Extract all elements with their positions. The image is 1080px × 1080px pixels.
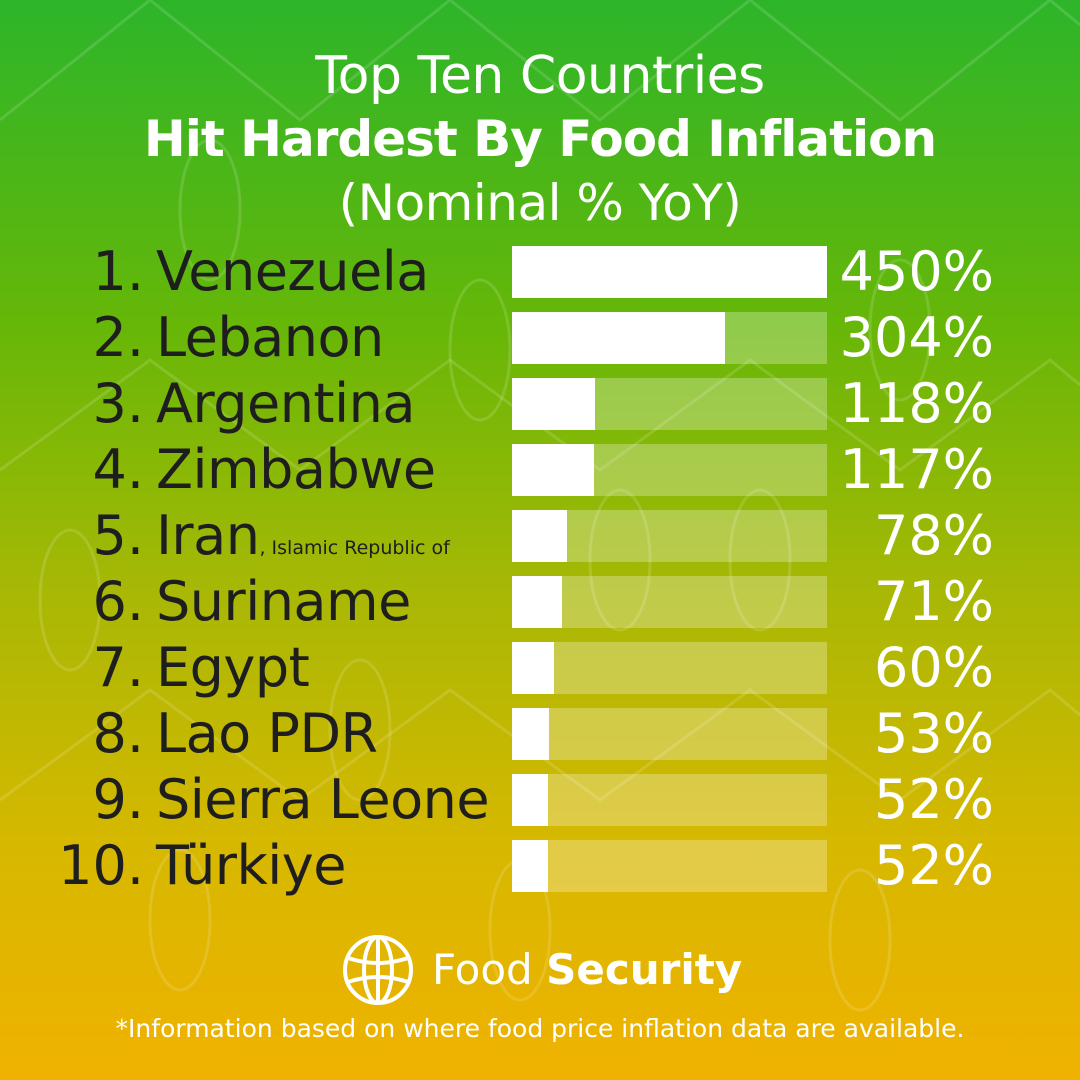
value-label: 78% xyxy=(873,504,994,567)
bar-track xyxy=(512,378,827,430)
bar xyxy=(512,774,548,826)
rank-label: 4. xyxy=(92,438,144,501)
globe-icon xyxy=(343,935,413,1005)
brand-name: Food Security xyxy=(432,942,742,998)
brand-name-light: Food xyxy=(432,945,533,994)
bar xyxy=(512,312,725,364)
country-name: Argentina xyxy=(156,372,415,435)
bar-track xyxy=(512,774,827,826)
country-name: Venezuela xyxy=(156,240,429,303)
brand-name-bold: Security xyxy=(546,945,743,994)
bar xyxy=(512,444,594,496)
country-name: Suriname xyxy=(156,570,411,633)
bar-track xyxy=(512,444,827,496)
chart-subtitle: (Nominal % YoY) xyxy=(338,174,742,232)
chart-title-line-2: Hit Hardest By Food Inflation xyxy=(143,110,937,168)
value-label: 53% xyxy=(873,702,994,765)
rank-label: 10. xyxy=(58,834,144,897)
rank-label: 5. xyxy=(92,504,144,567)
bar-row: 7. Egypt 60% xyxy=(0,638,1080,698)
bar-track xyxy=(512,246,827,298)
value-label: 60% xyxy=(873,636,994,699)
country-name-suffix: , Islamic Republic of xyxy=(259,537,450,559)
bar-track xyxy=(512,576,827,628)
bar-row: 5. Iran, Islamic Republic of 78% xyxy=(0,506,1080,566)
value-label: 117% xyxy=(839,438,994,501)
country-label: Zimbabwe xyxy=(156,440,436,500)
bar-row: 10. Türkiye 52% xyxy=(0,836,1080,896)
country-name: Zimbabwe xyxy=(156,438,436,501)
value-label: 52% xyxy=(873,768,994,831)
rank-label: 8. xyxy=(92,702,144,765)
bar-track xyxy=(512,642,827,694)
bar-track xyxy=(512,708,827,760)
value-label: 304% xyxy=(839,306,994,369)
value-label: 52% xyxy=(873,834,994,897)
footnote: *Information based on where food price i… xyxy=(115,1014,965,1043)
country-name: Egypt xyxy=(156,636,310,699)
bar-row: 3. Argentina 118% xyxy=(0,374,1080,434)
bar xyxy=(512,246,827,298)
bar-track xyxy=(512,510,827,562)
bar xyxy=(512,840,548,892)
rank-label: 2. xyxy=(92,306,144,369)
country-name: Türkiye xyxy=(156,834,346,897)
bar-row: 1. Venezuela 450% xyxy=(0,242,1080,302)
bar xyxy=(512,708,549,760)
rank-label: 3. xyxy=(92,372,144,435)
bar xyxy=(512,576,562,628)
rank-label: 6. xyxy=(92,570,144,633)
bar xyxy=(512,378,595,430)
country-label: Iran, Islamic Republic of xyxy=(156,506,450,578)
country-name: Sierra Leone xyxy=(156,768,490,831)
country-label: Lao PDR xyxy=(156,704,378,764)
country-label: Sierra Leone xyxy=(156,768,490,831)
rank-label: 9. xyxy=(92,768,144,831)
value-label: 118% xyxy=(839,372,994,435)
bar-track xyxy=(512,840,827,892)
country-label: Türkiye xyxy=(156,836,346,896)
country-label: Egypt xyxy=(156,636,310,699)
rank-label: 1. xyxy=(92,240,144,303)
bar-row: 6. Suriname 71% xyxy=(0,572,1080,632)
rank-label: 7. xyxy=(92,636,144,699)
value-label: 450% xyxy=(839,240,994,303)
bar-track xyxy=(512,312,827,364)
country-name: Lao PDR xyxy=(156,702,378,765)
bar xyxy=(512,510,567,562)
chart-title-line-1: Top Ten Countries xyxy=(315,46,765,106)
country-label: Venezuela xyxy=(156,242,429,302)
country-name: Iran xyxy=(156,504,260,567)
country-label: Lebanon xyxy=(156,308,384,368)
country-label: Suriname xyxy=(156,572,411,632)
bar-row: 8. Lao PDR 53% xyxy=(0,704,1080,764)
bar-row: 9. Sierra Leone 52% xyxy=(0,770,1080,830)
country-label: Argentina xyxy=(156,374,415,434)
value-label: 71% xyxy=(873,570,994,633)
country-name: Lebanon xyxy=(156,306,384,369)
bar-row: 4. Zimbabwe 117% xyxy=(0,440,1080,500)
bar xyxy=(512,642,554,694)
bar-row: 2. Lebanon 304% xyxy=(0,308,1080,368)
